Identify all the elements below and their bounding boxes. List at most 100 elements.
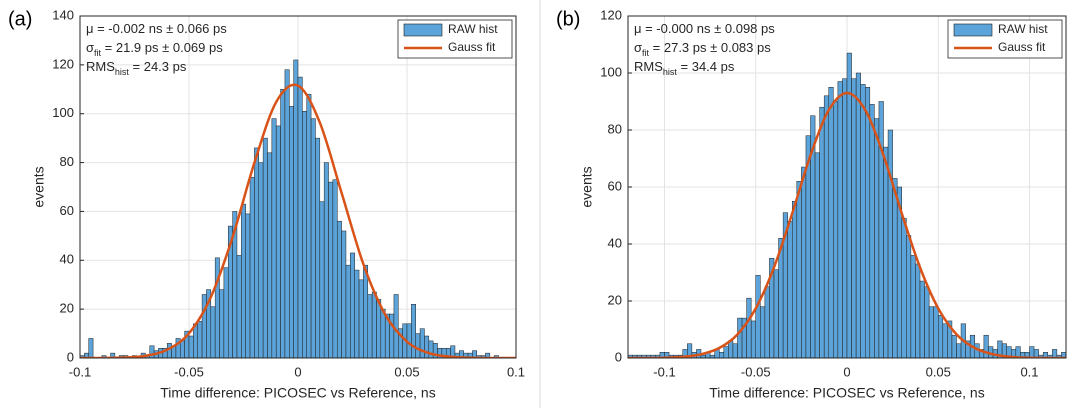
hist-bar (258, 162, 264, 358)
x-tick-label: 0 (843, 364, 850, 379)
hist-bar (874, 118, 880, 358)
hist-bar (332, 179, 338, 358)
hist-bar (906, 235, 912, 358)
stats-annotation: μ = -0.000 ns ± 0.098 ps (634, 21, 775, 36)
hist-bar (746, 297, 752, 358)
hist-bar (485, 352, 491, 358)
hist-bar (737, 317, 743, 358)
hist-bar (855, 72, 861, 358)
hist-bar (823, 95, 829, 358)
chart-panel: (b) 0 20 40 60 80 100 120 -0.1 -0.05 0 0.05 0.1 Time … (556, 7, 1067, 401)
hist-bar (275, 125, 281, 358)
annotation-text: = 21.9 ps ± 0.069 ps (101, 40, 223, 55)
hist-bar (883, 146, 889, 358)
y-tick-label: 80 (60, 154, 74, 169)
hist-bar (241, 203, 246, 358)
hist-bar (188, 335, 194, 358)
hist-bar (315, 137, 321, 358)
hist-bar (419, 328, 425, 358)
axes-box (627, 15, 1067, 359)
annotation-text: = 34.4 ps (677, 59, 735, 74)
hist-bar (219, 289, 225, 358)
hist-bar (223, 267, 229, 358)
subscript: fit (94, 48, 102, 58)
hist-bar (358, 279, 364, 358)
stats-annotation: RMShist = 34.4 ps (634, 59, 735, 77)
hist-bar (842, 78, 848, 358)
legend-patch (953, 23, 993, 37)
hist-bar (254, 147, 260, 358)
x-tick-label: 0.1 (507, 364, 525, 379)
subscript: fit (642, 48, 650, 58)
hist-bar (350, 252, 355, 358)
x-tick-label: -0.05 (174, 364, 204, 379)
hist-bar (828, 87, 834, 358)
hist-bar (787, 220, 793, 358)
hist-bar (341, 230, 347, 358)
hist-bar (306, 93, 312, 358)
hist-bar (310, 118, 316, 358)
annotation-text: σ (86, 40, 94, 55)
hist-bar (796, 181, 802, 358)
hist-bar (297, 76, 303, 358)
legend-label: Gauss fit (448, 40, 496, 54)
hist-bar (732, 343, 738, 358)
hist-bar (380, 308, 386, 358)
hist-bar (336, 220, 342, 358)
hist-bar (814, 152, 820, 358)
hist-bar (919, 280, 925, 358)
hist-bar (280, 89, 286, 358)
y-tick-label: 20 (60, 301, 74, 316)
hist-bar (719, 352, 725, 358)
hist-bar (88, 338, 94, 358)
hist-bar (284, 69, 290, 358)
hist-bar (938, 315, 944, 358)
annotation-text: σ (634, 40, 642, 55)
annotation-text: μ = -0.002 ns ± 0.066 ps (86, 21, 227, 36)
hist-bar (878, 101, 884, 358)
hist-bar (915, 263, 921, 358)
y-tick-label: 60 (608, 178, 622, 193)
hist-bar (773, 269, 779, 358)
chart-panel: (a) 0 20 40 60 80 100 120 140 -0.1 -0.05 0 0.05 0.1 Ti… (8, 7, 525, 400)
hist-bar (236, 255, 242, 358)
fit-line (628, 91, 1066, 358)
hist-bar (951, 334, 957, 358)
hist-bar (424, 335, 430, 358)
hist-bar (801, 166, 807, 358)
y-tick-label: 120 (52, 56, 74, 71)
hist-bar (210, 306, 216, 358)
hist-bar (846, 52, 852, 358)
hist-bar (319, 201, 325, 358)
hist-bar (728, 340, 734, 358)
stats-annotation: μ = -0.002 ns ± 0.066 ps (86, 21, 227, 36)
hist-bar (345, 264, 351, 358)
legend-label: RAW hist (448, 22, 498, 36)
hist-bar (865, 87, 871, 358)
hist-bar (1052, 349, 1058, 358)
annotation-text: = 27.3 ps ± 0.083 ps (649, 40, 771, 55)
hist-bar (262, 137, 268, 358)
y-tick-label: 20 (608, 292, 622, 307)
hist-bar (750, 320, 756, 358)
y-tick-label: 140 (52, 7, 74, 22)
legend-label: RAW hist (998, 22, 1048, 36)
annotation-text: RMS (86, 59, 115, 74)
hist-bar (869, 104, 875, 358)
hist-bar (933, 306, 939, 358)
hist-bar (892, 178, 898, 358)
hist-bar (267, 152, 273, 358)
panel-label: (b) (556, 8, 580, 30)
stats-annotation: RMShist = 24.3 ps (86, 59, 187, 77)
y-tick-label: 60 (60, 203, 74, 218)
hist-bar (764, 286, 770, 358)
subscript: hist (663, 67, 678, 77)
y-tick-label: 100 (52, 105, 74, 120)
legend-label: Gauss fit (998, 40, 1046, 54)
y-axis-label: events (579, 166, 595, 207)
x-tick-label: -0.1 (653, 364, 675, 379)
y-tick-label: 120 (600, 7, 622, 22)
panel-label: (a) (8, 8, 32, 30)
hist-bar (837, 81, 843, 358)
